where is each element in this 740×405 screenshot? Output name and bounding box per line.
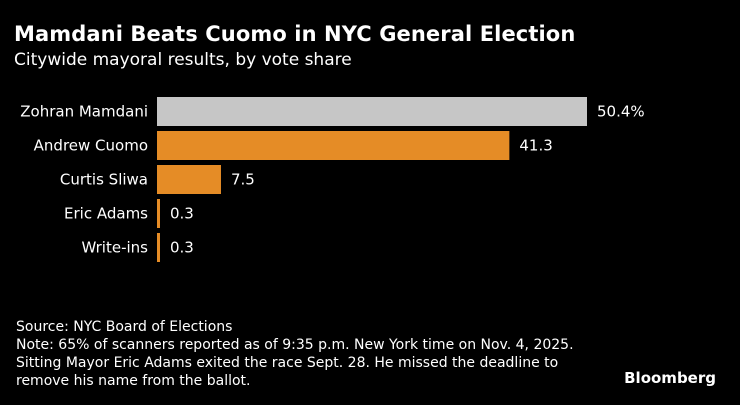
chart-footer: Source: NYC Board of Elections Note: 65%…: [16, 318, 576, 390]
bar: [157, 131, 510, 160]
source-note: Source: NYC Board of Elections: [16, 319, 233, 335]
bar: [157, 233, 160, 262]
category-label: Andrew Cuomo: [34, 137, 148, 155]
category-label: Zohran Mamdani: [20, 103, 148, 121]
bar-chart: Zohran Mamdani 50.4% Andrew Cuomo 41.3 Curti…: [20, 97, 645, 262]
bloomberg-logo: Bloomberg: [624, 369, 716, 387]
data-label: 0.3: [170, 205, 194, 223]
data-label: 50.4%: [597, 103, 645, 121]
data-label: 7.5: [231, 171, 255, 189]
footnote: Note: 65% of scanners reported as of 9:3…: [16, 337, 574, 389]
category-label: Curtis Sliwa: [60, 171, 148, 189]
category-label: Eric Adams: [64, 205, 148, 223]
bar: [157, 97, 587, 126]
data-label: 0.3: [170, 239, 194, 257]
chart-title: Mamdani Beats Cuomo in NYC General Elect…: [14, 22, 576, 46]
bar: [157, 165, 221, 194]
chart-subtitle: Citywide mayoral results, by vote share: [14, 50, 352, 70]
category-label: Write-ins: [81, 239, 148, 257]
data-label: 41.3: [519, 137, 552, 155]
bar: [157, 199, 160, 228]
